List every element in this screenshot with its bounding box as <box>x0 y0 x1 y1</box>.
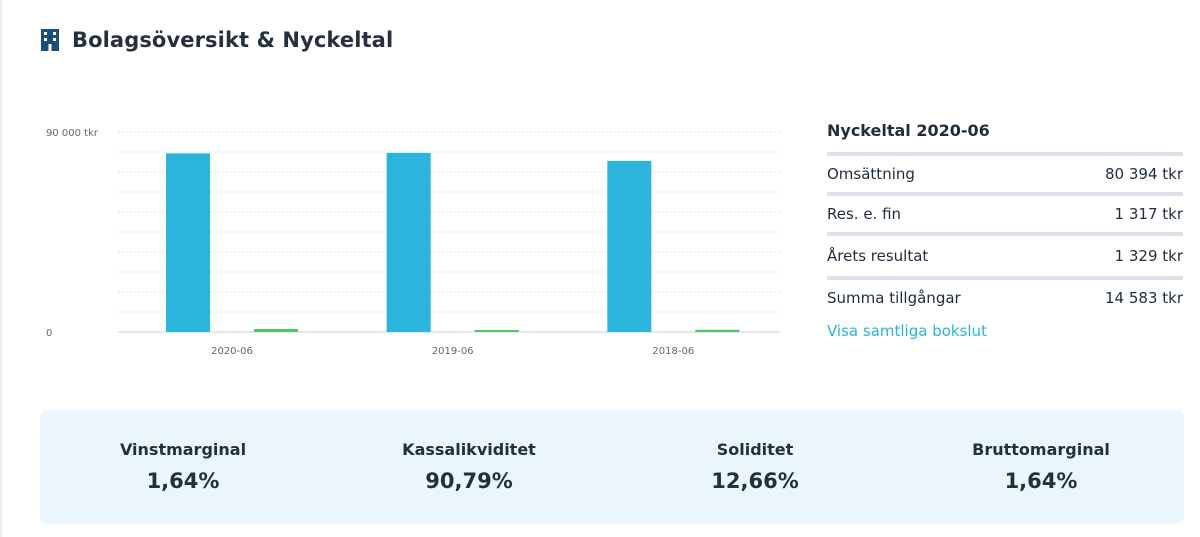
stat-value: 12,66% <box>711 469 799 493</box>
key-ratios-panel: Vinstmarginal 1,64% Kassalikviditet 90,7… <box>40 410 1184 524</box>
bar-omsattning <box>386 152 431 332</box>
stat-value: 1,64% <box>146 469 220 493</box>
building-icon <box>41 29 59 51</box>
bar-resultat <box>254 329 298 332</box>
bar-omsattning <box>166 153 210 332</box>
kpi-row-summa-tillgangar: Summa tillgångar 14 583 tkr <box>827 276 1183 316</box>
kpi-value: 1 317 tkr <box>1114 205 1183 223</box>
revenue-bar-chart: 90 000 tkr 0 2020-06 2019-06 2018-06 <box>40 110 790 375</box>
bar-omsattning <box>607 160 652 332</box>
stat-vinstmarginal: Vinstmarginal 1,64% <box>40 410 326 524</box>
stat-label: Vinstmarginal <box>119 440 247 459</box>
x-tick-label: 2020-06 <box>211 346 253 357</box>
y-tick-label: 0 <box>46 328 52 339</box>
kpi-value: 1 329 tkr <box>1114 247 1183 265</box>
kpi-label: Res. e. fin <box>827 205 902 223</box>
kpi-label: Omsättning <box>827 165 915 183</box>
kpi-value: 14 583 tkr <box>1105 289 1183 307</box>
kpi-value: 80 394 tkr <box>1105 165 1183 183</box>
kpi-row-res-e-fin: Res. e. fin 1 317 tkr <box>827 192 1183 232</box>
kpi-title: Nyckeltal 2020-06 <box>827 121 990 140</box>
section-header: Bolagsöversikt & Nyckeltal <box>40 24 393 56</box>
kpi-row-omsattning: Omsättning 80 394 tkr <box>827 152 1183 192</box>
page-title: Bolagsöversikt & Nyckeltal <box>72 28 394 52</box>
kpi-label: Summa tillgångar <box>827 289 961 307</box>
kpi-table: Nyckeltal 2020-06 Omsättning 80 394 tkr … <box>827 118 1183 340</box>
stat-soliditet: Soliditet 12,66% <box>612 410 898 524</box>
y-tick-label: 90 000 tkr <box>46 128 99 139</box>
stat-label: Bruttomarginal <box>972 440 1110 459</box>
stat-label: Soliditet <box>716 440 794 459</box>
stat-kassalikviditet: Kassalikviditet 90,79% <box>326 410 612 524</box>
stat-bruttomarginal: Bruttomarginal 1,64% <box>898 410 1184 524</box>
bar-resultat <box>695 329 740 332</box>
kpi-label: Årets resultat <box>827 247 929 265</box>
x-tick-label: 2019-06 <box>432 346 474 357</box>
show-all-reports-link[interactable]: Visa samtliga bokslut <box>827 322 987 340</box>
x-tick-label: 2018-06 <box>652 346 694 357</box>
stat-value: 1,64% <box>1004 469 1078 493</box>
stat-value: 90,79% <box>425 469 513 493</box>
bar-resultat <box>474 330 519 332</box>
kpi-row-arets-resultat: Årets resultat 1 329 tkr <box>827 232 1183 276</box>
stat-label: Kassalikviditet <box>402 440 536 459</box>
left-border <box>0 0 2 537</box>
chart-canvas: 90 000 tkr 0 2020-06 2019-06 2018-06 <box>46 128 780 357</box>
